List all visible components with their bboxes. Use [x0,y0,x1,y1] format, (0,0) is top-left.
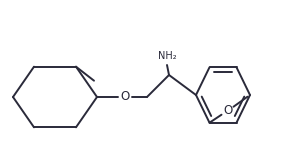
Text: O: O [223,104,232,117]
Text: NH₂: NH₂ [158,51,176,61]
Text: O: O [120,91,130,103]
